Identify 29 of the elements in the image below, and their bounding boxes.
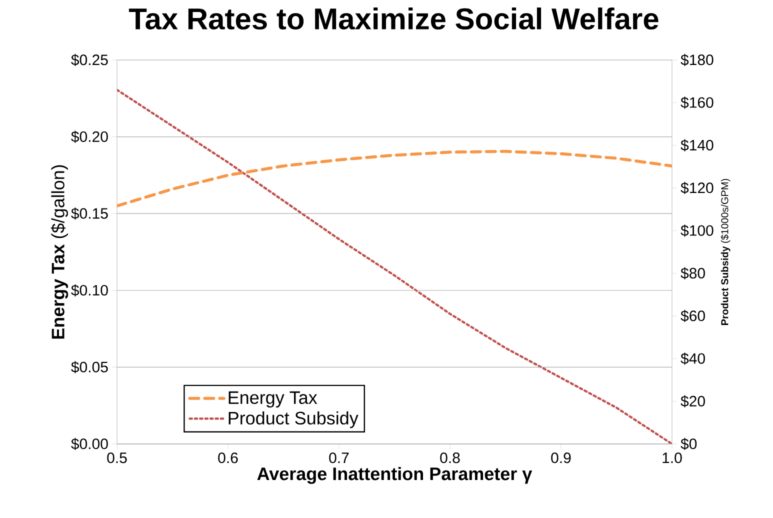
x-axis-title: Average Inattention Parameter γ (257, 467, 532, 484)
line-series (117, 150, 672, 208)
y2-axis-title: Product Subsidy ($1000s/GPM) (720, 178, 730, 325)
x-tick-label: 0.7 (329, 452, 349, 464)
x-tick-label: 0.9 (551, 452, 571, 464)
y2-tick-label: $0 (680, 438, 697, 450)
x-tick-label: 0.6 (218, 452, 238, 464)
y-tick-label: $0.05 (71, 361, 108, 374)
y-tick-label: $0.20 (71, 130, 108, 143)
legend-label: Energy Tax (228, 391, 318, 408)
y-tick-label: $0.25 (71, 54, 108, 66)
x-tick-label: 0.8 (440, 452, 460, 464)
y-tick-label: $0.15 (71, 208, 108, 220)
y2-tick-label: $120 (680, 182, 714, 194)
y2-tick-label: $80 (680, 267, 705, 280)
y2-tick-label: $180 (680, 54, 714, 66)
y2-tick-label: $20 (680, 395, 705, 408)
x-tick-label: 0.5 (107, 452, 127, 464)
chart-title: Tax Rates to Maximize Social Welfare (128, 8, 658, 30)
y2-tick-label: $100 (680, 224, 714, 237)
y2-tick-label: $40 (680, 352, 705, 365)
y-tick-label: $0.10 (71, 284, 108, 296)
x-tick-label: 1.0 (662, 452, 682, 464)
y2-tick-label: $160 (680, 96, 714, 109)
y-axis-title: Energy Tax ($/gallon) (50, 165, 68, 339)
y2-tick-label: $140 (680, 139, 714, 152)
legend-label: Product Subsidy (228, 411, 358, 428)
y2-tick-label: $60 (680, 310, 705, 322)
y-tick-label: $0.00 (71, 438, 108, 450)
